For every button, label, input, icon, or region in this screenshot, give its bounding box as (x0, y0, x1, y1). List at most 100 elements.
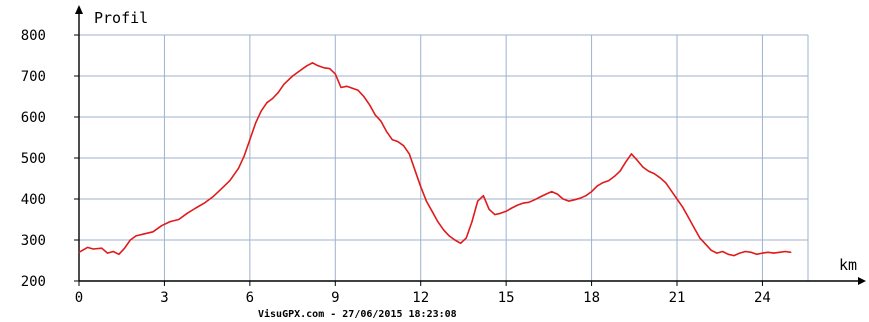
x-tick-labels: 0 3 6 9 12 15 18 21 24 (75, 281, 771, 306)
data-point (716, 252, 718, 254)
x-tick-label: 24 (754, 290, 771, 306)
data-point (528, 201, 530, 203)
data-point (161, 225, 163, 227)
data-point (608, 180, 610, 182)
data-point (591, 191, 593, 193)
data-point (212, 196, 214, 198)
data-point (178, 218, 180, 221)
y-tick-label: 800 (21, 28, 46, 44)
data-point (778, 251, 781, 253)
data-point (744, 250, 747, 253)
data-point (767, 251, 769, 253)
data-point (585, 195, 587, 197)
data-point (761, 252, 764, 254)
data-point (505, 210, 507, 212)
x-tick-label: 18 (583, 290, 600, 306)
grid (79, 34, 809, 281)
data-point (229, 180, 231, 182)
data-point (687, 216, 690, 218)
data-point (704, 243, 707, 245)
data-point (220, 188, 222, 190)
data-point (380, 120, 382, 122)
data-point (539, 196, 541, 198)
data-point (106, 252, 109, 254)
elevation-series-line (78, 62, 792, 257)
data-point (499, 212, 502, 214)
data-point (693, 227, 695, 229)
data-point (86, 246, 89, 248)
data-point (277, 91, 279, 93)
data-point (260, 110, 262, 112)
data-point (630, 153, 633, 155)
x-tick-label: 12 (412, 290, 429, 306)
data-point (292, 75, 294, 77)
footer-credit: VisuGPX.com - 27/06/2015 18:23:08 (258, 308, 457, 320)
data-point (448, 235, 450, 237)
data-point (186, 212, 188, 214)
data-point (92, 248, 94, 250)
data-point (129, 239, 131, 241)
data-point (311, 62, 314, 64)
data-point (195, 207, 197, 209)
data-point (522, 202, 524, 204)
data-point (317, 65, 319, 67)
data-point (374, 114, 376, 116)
data-point (750, 251, 752, 253)
data-point (306, 65, 308, 67)
data-point (619, 170, 621, 172)
data-point (482, 195, 484, 197)
data-point (425, 200, 427, 202)
x-tick-label: 15 (498, 290, 515, 306)
data-point (346, 85, 348, 87)
data-point (334, 73, 336, 75)
x-tick-label: 9 (331, 290, 339, 306)
data-point (169, 221, 171, 223)
data-point (682, 206, 684, 208)
data-point (653, 173, 655, 175)
data-point (573, 199, 576, 201)
data-point (562, 198, 564, 200)
data-point (545, 193, 547, 195)
data-point (534, 199, 536, 201)
data-point (78, 251, 80, 253)
series-points (78, 62, 792, 257)
y-tick-label: 300 (21, 233, 46, 249)
data-point (471, 221, 473, 223)
data-point (403, 145, 405, 147)
data-point (203, 202, 205, 204)
data-point (112, 250, 114, 253)
x-axis-title: km (839, 256, 857, 274)
data-point (152, 231, 154, 233)
y-tick-label: 400 (21, 192, 46, 208)
data-point (773, 252, 775, 254)
data-point (431, 210, 433, 212)
data-point (579, 197, 581, 199)
data-point (551, 191, 553, 193)
data-point (613, 175, 616, 177)
data-point (118, 253, 120, 255)
data-point (665, 182, 667, 184)
data-point (699, 237, 701, 239)
data-point (494, 214, 496, 216)
data-point (266, 102, 268, 104)
x-axis-arrow-icon (858, 277, 866, 285)
data-point (408, 153, 410, 155)
data-point (414, 169, 416, 171)
x-tick-label: 0 (75, 290, 83, 306)
data-point (323, 67, 325, 69)
data-point (357, 89, 359, 91)
data-point (124, 247, 126, 249)
y-tick-label: 600 (21, 110, 46, 126)
data-point (642, 166, 644, 168)
data-point (329, 68, 331, 70)
x-tick-label: 6 (246, 290, 254, 306)
x-tick-label: 3 (160, 290, 168, 306)
y-tick-label: 700 (21, 69, 46, 85)
axes (75, 5, 866, 285)
y-axis-arrow-icon (75, 5, 83, 14)
data-point (465, 237, 467, 239)
x-tick-label: 21 (669, 290, 686, 306)
data-point (739, 252, 741, 254)
data-point (272, 97, 274, 100)
